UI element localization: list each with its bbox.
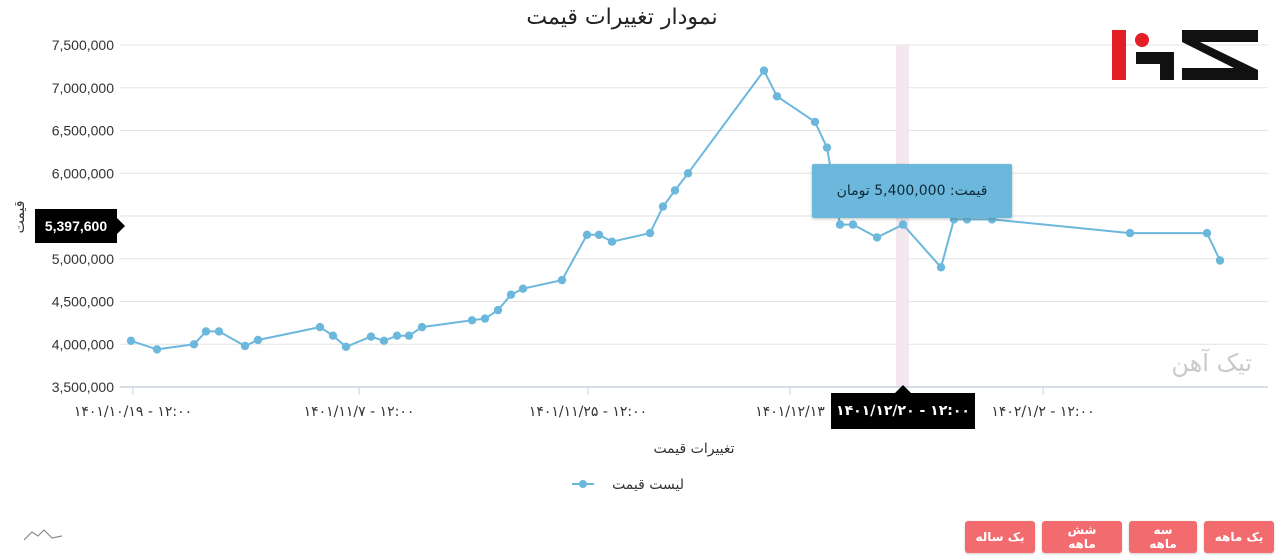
y-axis-ticks: 7,500,0007,000,0006,500,0006,000,0005,50… bbox=[52, 37, 114, 395]
x-axis-ticks: ۱۴۰۱/۱۰/۱۹ - ۱۲:۰۰ ۱۴۰۱/۱۱/۷ - ۱۲:۰۰ ۱۴۰۱/… bbox=[74, 387, 1095, 420]
crosshair-y-label: 5,397,600 bbox=[35, 209, 125, 243]
data-tooltip: قیمت: 5,400,000 تومان bbox=[812, 164, 1012, 218]
data-point[interactable] bbox=[152, 345, 162, 354]
three-month-button[interactable]: سه ماهه bbox=[1129, 521, 1197, 553]
y-tick-label: 5,000,000 bbox=[52, 251, 114, 267]
range-buttons: یک ساله شش ماهه سه ماهه یک ماهه bbox=[965, 521, 1274, 553]
brand-logo-icon bbox=[1108, 24, 1268, 90]
data-point[interactable] bbox=[1215, 256, 1225, 265]
data-point[interactable] bbox=[366, 332, 376, 341]
data-point[interactable] bbox=[658, 202, 668, 211]
data-point[interactable] bbox=[1125, 228, 1135, 238]
data-point[interactable] bbox=[518, 284, 528, 293]
crosshair-x-label: ۱۴۰۱/۱۲/۲۰ - ۱۲:۰۰ bbox=[831, 385, 975, 429]
grid-lines bbox=[120, 44, 1268, 345]
data-point[interactable] bbox=[189, 340, 199, 349]
data-point[interactable] bbox=[315, 322, 325, 332]
data-point[interactable] bbox=[822, 143, 832, 152]
x-tick-label: ۱۴۰۱/۱۱/۷ - ۱۲:۰۰ bbox=[304, 404, 415, 420]
data-point[interactable] bbox=[582, 230, 592, 239]
data-point[interactable] bbox=[607, 237, 617, 246]
one-month-button[interactable]: یک ماهه bbox=[1204, 521, 1274, 553]
data-point[interactable] bbox=[594, 230, 604, 239]
six-month-button[interactable]: شش ماهه bbox=[1042, 521, 1122, 553]
data-point[interactable] bbox=[328, 331, 338, 340]
data-point[interactable] bbox=[1202, 228, 1212, 238]
data-point[interactable] bbox=[683, 169, 693, 178]
x-tick-label: ۱۴۰۱/۱۱/۲۵ - ۱۲:۰۰ bbox=[529, 404, 647, 420]
data-point[interactable] bbox=[392, 331, 402, 340]
data-point[interactable] bbox=[417, 322, 427, 332]
watermark: تیک آهن bbox=[1171, 348, 1252, 377]
data-point[interactable] bbox=[480, 314, 490, 323]
legend-label: لیست قیمت bbox=[612, 477, 684, 493]
data-point[interactable] bbox=[467, 316, 477, 325]
y-tick-label: 7,000,000 bbox=[52, 80, 114, 96]
data-point[interactable] bbox=[493, 305, 503, 315]
data-point[interactable] bbox=[404, 331, 414, 340]
data-point[interactable] bbox=[810, 117, 820, 127]
legend-marker-icon bbox=[579, 480, 587, 488]
y-tick-label: 6,000,000 bbox=[52, 165, 114, 181]
y-tick-label: 4,000,000 bbox=[52, 336, 114, 352]
data-point[interactable] bbox=[341, 342, 351, 351]
navigator-sparkline-icon[interactable] bbox=[23, 527, 63, 546]
x-axis-title: تغییرات قیمت bbox=[653, 441, 734, 457]
data-point[interactable] bbox=[201, 327, 211, 336]
data-point[interactable] bbox=[240, 341, 250, 351]
y-tick-label: 6,500,000 bbox=[52, 123, 114, 139]
legend[interactable]: لیست قیمت bbox=[572, 477, 684, 493]
data-point[interactable] bbox=[835, 220, 845, 229]
y-tick-label: 3,500,000 bbox=[52, 379, 114, 395]
data-point[interactable] bbox=[848, 220, 858, 229]
data-point[interactable] bbox=[214, 327, 224, 336]
y-tick-label: 4,500,000 bbox=[52, 294, 114, 310]
data-point[interactable] bbox=[936, 263, 946, 272]
data-point[interactable] bbox=[670, 186, 680, 195]
data-point[interactable] bbox=[506, 290, 516, 299]
x-tick-label: ۱۴۰۱/۱۲/۱۳ bbox=[755, 404, 825, 420]
chart-title: نمودار تغییرات قیمت bbox=[526, 5, 717, 30]
data-point[interactable] bbox=[759, 66, 769, 75]
data-point[interactable] bbox=[253, 335, 263, 345]
one-year-button[interactable]: یک ساله bbox=[965, 521, 1035, 553]
x-tick-label: ۱۴۰۲/۱/۲ - ۱۲:۰۰ bbox=[991, 404, 1094, 420]
data-point[interactable] bbox=[557, 275, 567, 285]
data-point[interactable] bbox=[872, 233, 882, 242]
data-point[interactable] bbox=[645, 228, 655, 238]
x-tick-label: ۱۴۰۱/۱۰/۱۹ - ۱۲:۰۰ bbox=[74, 404, 192, 420]
data-point[interactable] bbox=[126, 336, 136, 345]
series-line-price-list bbox=[130, 68, 1221, 351]
series-points bbox=[126, 66, 1225, 354]
data-point[interactable] bbox=[379, 336, 389, 345]
data-point[interactable] bbox=[772, 92, 782, 101]
y-axis-title: قیمت bbox=[12, 201, 28, 234]
y-tick-label: 7,500,000 bbox=[52, 37, 114, 53]
data-point[interactable] bbox=[898, 220, 908, 229]
